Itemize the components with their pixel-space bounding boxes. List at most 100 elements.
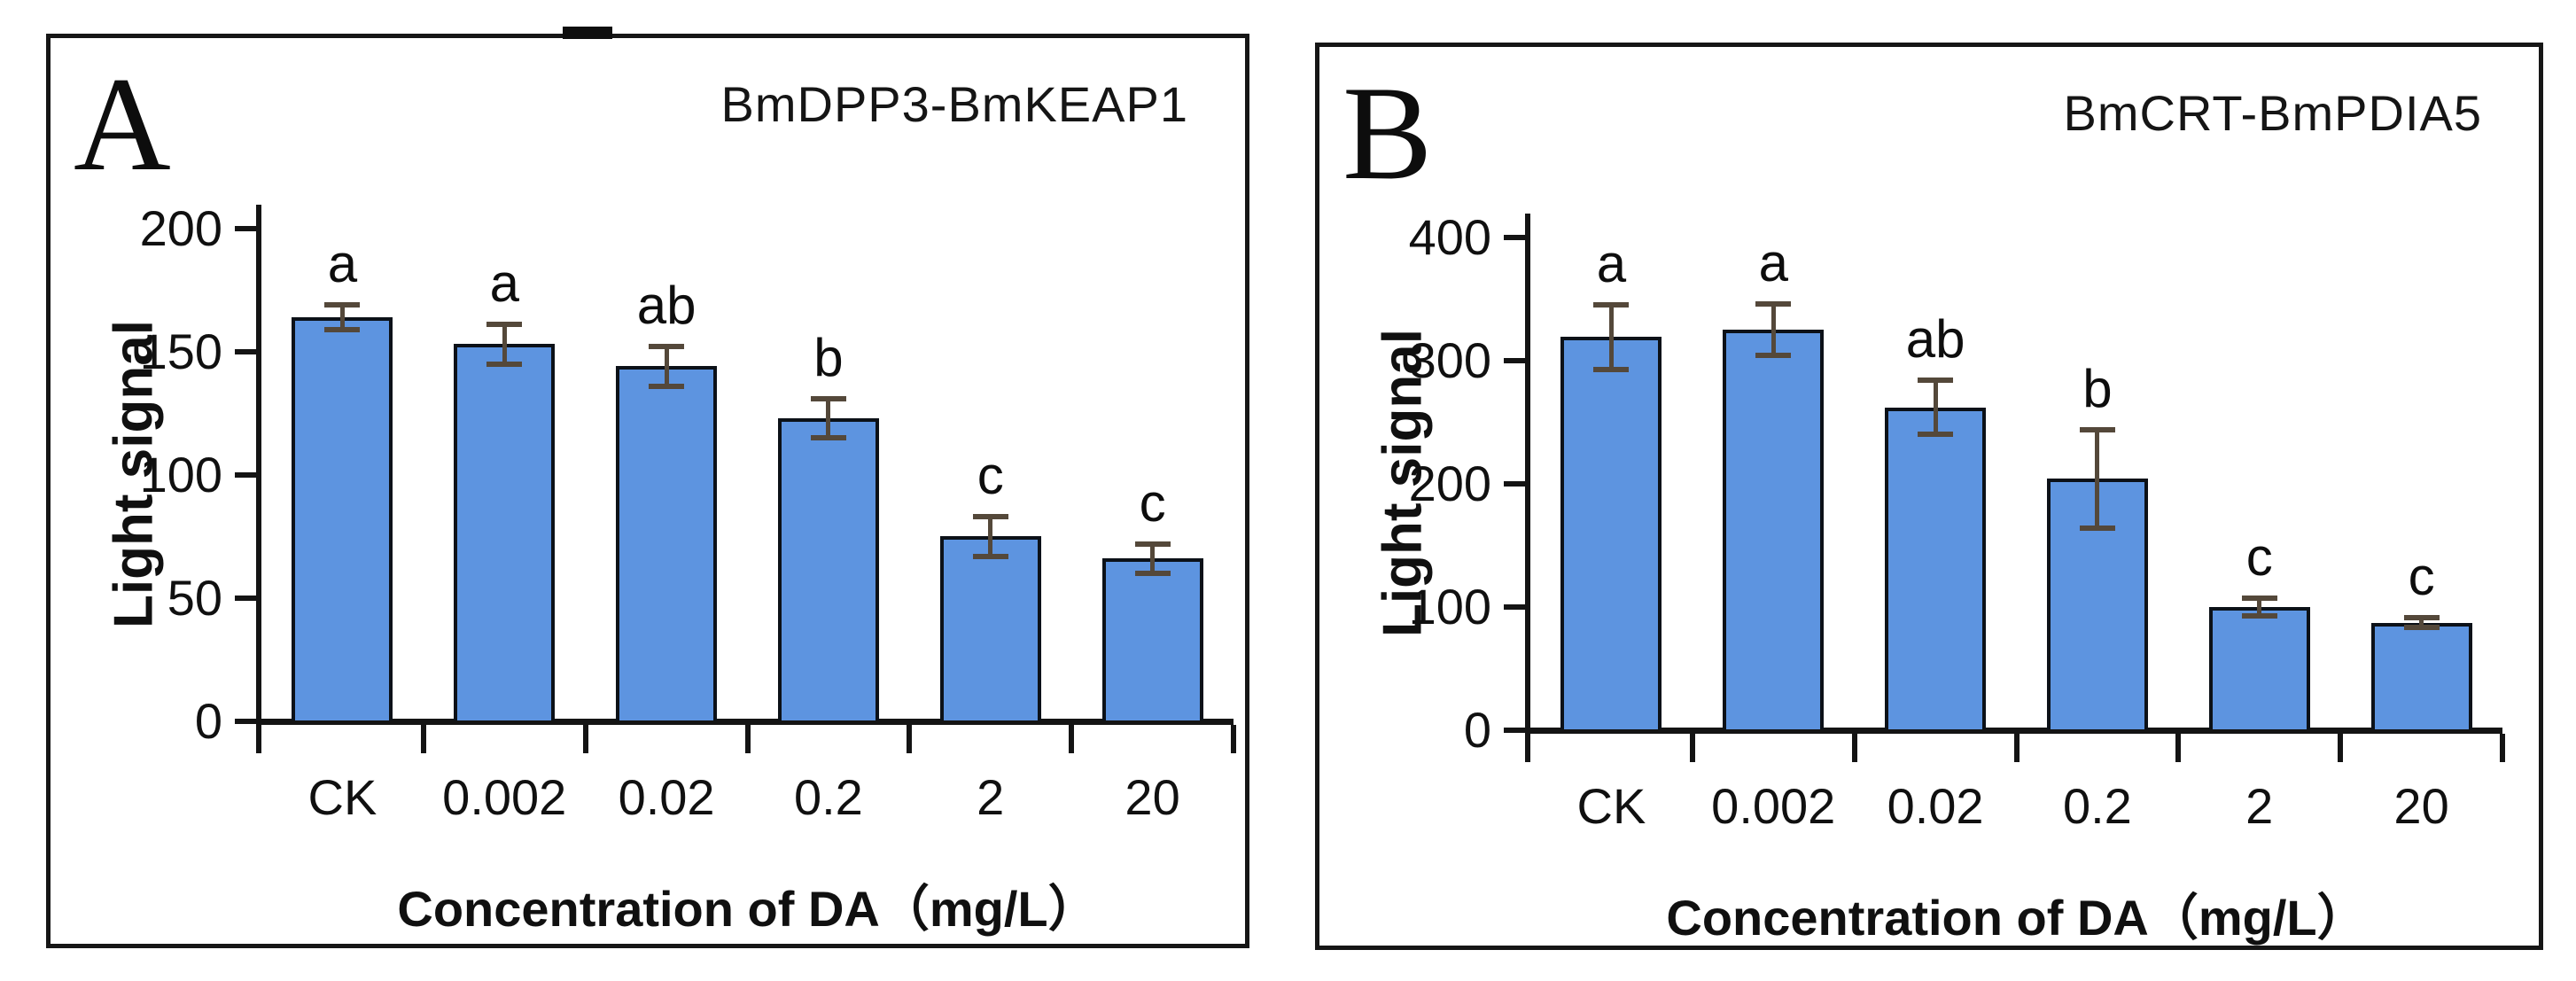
significance-letter: ab	[1905, 309, 1965, 370]
error-bar-cap-top	[1918, 378, 1954, 384]
error-bar-cap-top	[2403, 615, 2440, 621]
y-axis-line	[256, 205, 261, 725]
bar	[292, 316, 393, 720]
error-bar-cap-top	[324, 301, 361, 308]
error-bar-stem	[826, 398, 831, 439]
y-axis-line	[1525, 214, 1530, 734]
chart-title: BmCRT-BmPDIA5	[2063, 85, 2482, 141]
x-tick	[1851, 734, 1857, 762]
x-tick	[2500, 734, 2505, 762]
bar	[454, 344, 556, 720]
x-tick-label: 2	[2245, 778, 2274, 834]
error-bar-stem	[1150, 543, 1156, 573]
bar	[1560, 337, 1662, 729]
x-tick	[744, 725, 751, 753]
error-bar-cap-top	[649, 344, 685, 350]
x-tick	[1689, 734, 1695, 762]
y-tick	[235, 472, 256, 478]
x-tick-label: 0.2	[2062, 778, 2132, 834]
x-tick	[1069, 725, 1075, 753]
significance-letter: c	[2408, 547, 2435, 607]
error-bar-cap-bottom	[1918, 432, 1954, 438]
x-axis-title: Concentration of DA（mg/L）	[397, 881, 1098, 937]
significance-letter: a	[327, 233, 358, 293]
error-bar-stem	[339, 304, 345, 330]
error-bar-cap-bottom	[486, 361, 523, 367]
x-axis-title: Concentration of DA（mg/L）	[1666, 890, 2367, 946]
error-bar-cap-bottom	[2241, 612, 2277, 619]
error-bar-cap-bottom	[2079, 525, 2115, 531]
y-tick	[235, 226, 256, 231]
error-bar-cap-top	[2241, 596, 2277, 602]
error-bar-cap-bottom	[1593, 366, 1630, 372]
significance-letter: ab	[636, 276, 697, 336]
x-tick	[582, 725, 588, 753]
y-tick-label: 400	[1408, 209, 1491, 265]
panel-B: B BmCRT-BmPDIA5 Light signal 0 100 200 300 4…	[1315, 43, 2543, 950]
y-tick	[1504, 604, 1525, 610]
x-tick-label: 20	[2393, 778, 2449, 834]
y-tick	[235, 596, 256, 601]
bar	[777, 417, 879, 720]
error-bar-stem	[988, 517, 993, 557]
x-tick-label: 2	[977, 769, 1005, 825]
x-tick-label: 0.2	[793, 769, 863, 825]
bar	[1885, 407, 1987, 729]
error-bar-cap-bottom	[324, 326, 361, 332]
error-bar-stem	[2419, 618, 2424, 628]
y-tick-label: 0	[194, 693, 222, 749]
panel-label: B	[1342, 58, 1433, 207]
significance-letter: c	[2245, 527, 2273, 588]
bar	[2370, 622, 2472, 729]
y-tick-label: 200	[139, 200, 222, 256]
y-tick	[1504, 728, 1525, 733]
significance-letter: b	[2082, 358, 2113, 418]
y-tick	[1504, 358, 1525, 363]
y-tick-label: 200	[1408, 455, 1491, 511]
y-tick-label: 100	[1408, 579, 1491, 635]
significance-letter: a	[489, 253, 519, 314]
error-bar-cap-bottom	[2403, 625, 2440, 631]
plot-area: 0 100 200 300 400 a CK a 0.002 ab 0.02 b 0.2 c 2 c 20	[1319, 47, 2539, 946]
y-tick-label: 50	[167, 570, 222, 626]
error-bar-cap-top	[972, 514, 1008, 520]
x-tick-label: CK	[307, 769, 377, 825]
x-tick	[907, 725, 913, 753]
x-tick-label: 20	[1125, 769, 1180, 825]
x-tick-label: 0.002	[442, 769, 567, 825]
error-bar-cap-top	[2079, 426, 2115, 432]
bar	[1723, 330, 1825, 729]
y-tick-label: 150	[139, 323, 222, 379]
x-tick	[2013, 734, 2020, 762]
y-tick	[235, 719, 256, 724]
panel-A: A BmDPP3-BmKEAP1 Light signal 0 50 100 150 2…	[46, 27, 1249, 948]
x-axis-line	[256, 719, 1234, 725]
error-bar-stem	[664, 346, 669, 386]
panel-label: A	[74, 50, 171, 199]
top-edge-artifact	[563, 27, 612, 39]
x-tick-label: CK	[1576, 778, 1646, 834]
x-tick-label: 0.02	[1887, 778, 1984, 834]
y-tick	[235, 349, 256, 354]
x-tick	[2175, 734, 2182, 762]
significance-letter: c	[977, 446, 1004, 506]
significance-letter: b	[813, 327, 844, 387]
error-bar-cap-top	[1755, 300, 1792, 307]
y-tick-label: 300	[1408, 332, 1491, 388]
x-tick	[1231, 725, 1236, 753]
error-bar-cap-top	[810, 395, 846, 401]
chart-title: BmDPP3-BmKEAP1	[720, 76, 1188, 132]
y-tick-label: 100	[139, 447, 222, 502]
x-tick-label: 0.02	[618, 769, 715, 825]
x-tick	[256, 725, 261, 753]
significance-letter: a	[1596, 234, 1627, 294]
bar	[2208, 606, 2310, 729]
x-tick	[420, 725, 426, 753]
error-bar-stem	[2095, 429, 2100, 528]
error-bar-cap-bottom	[1134, 570, 1171, 576]
error-bar-stem	[2257, 598, 2262, 616]
error-bar-cap-bottom	[649, 383, 685, 389]
bar	[1101, 558, 1203, 720]
error-bar-cap-top	[1134, 541, 1171, 547]
